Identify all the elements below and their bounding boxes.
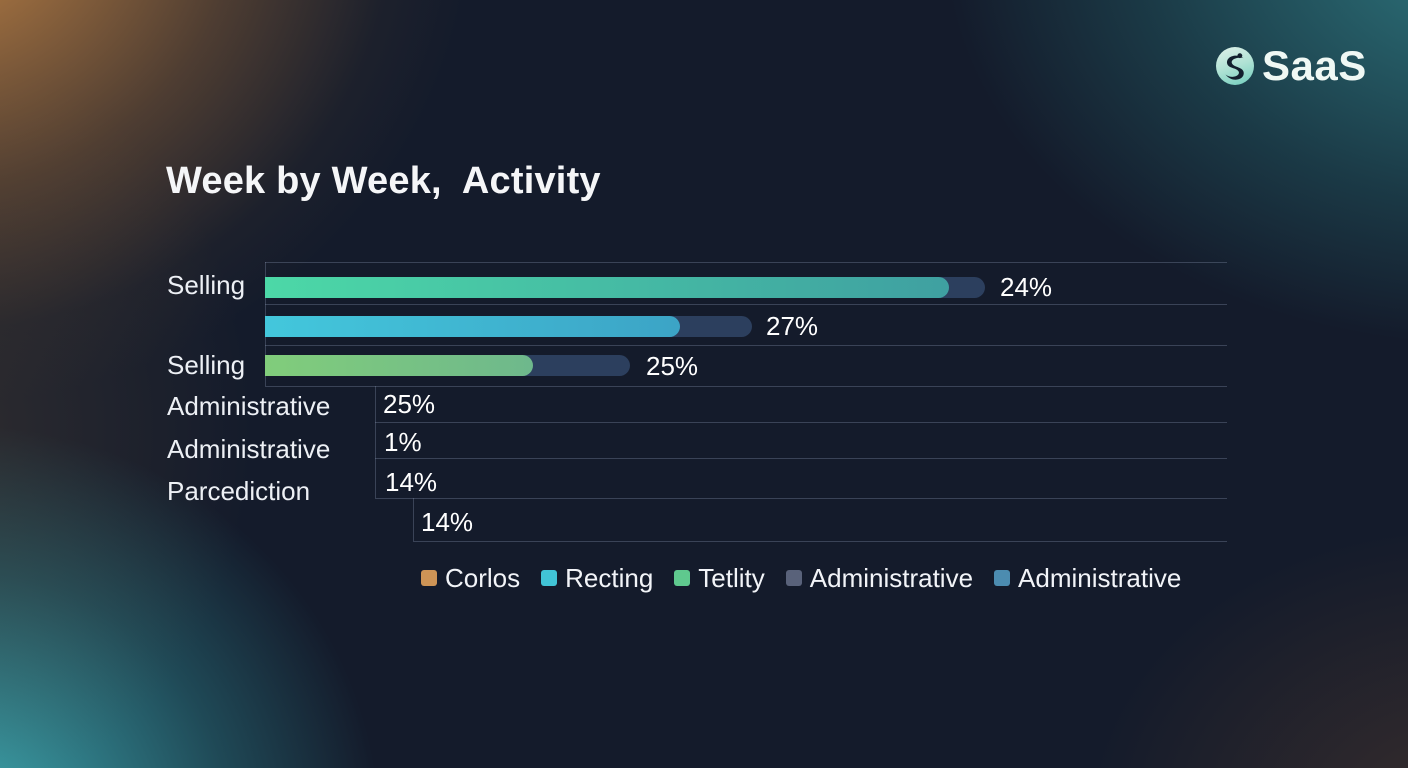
legend-item-tetlity: Tetlity <box>674 563 765 593</box>
value-label-row-7: 14% <box>421 507 474 537</box>
bar-fill-row-2 <box>265 316 680 337</box>
grid-line <box>375 458 1227 459</box>
grid-line <box>413 541 1227 542</box>
value-label-row-2: 27% <box>766 311 819 341</box>
legend-item-administrative-2: Administrative <box>994 563 1181 593</box>
grid-line <box>265 345 1227 346</box>
value-label-row-4: 25% <box>383 389 436 419</box>
grid-line <box>265 386 1227 387</box>
category-label-administrative-1: Administrative <box>167 391 331 421</box>
legend-label: Recting <box>565 563 654 593</box>
category-label-parcediction: Parcediction <box>167 476 311 506</box>
legend-label: Corlos <box>445 563 521 593</box>
grid-line <box>265 304 1227 305</box>
page-title: Week by Week, Activity <box>166 160 601 202</box>
category-label-selling-2: Selling <box>167 350 246 380</box>
legend-swatch-administrative-1 <box>785 570 802 586</box>
value-label-row-6: 14% <box>385 467 438 497</box>
legend-swatch-administrative-2 <box>994 570 1011 586</box>
legend-label: Administrative <box>809 563 974 593</box>
grid-line <box>265 262 1227 263</box>
saas-swirl-icon <box>1216 47 1254 85</box>
legend-swatch-tetlity <box>674 570 691 586</box>
value-label-row-3: 25% <box>646 351 699 381</box>
value-label-row-1: 24% <box>1000 272 1053 302</box>
value-label-row-5: 1% <box>384 427 422 457</box>
bar-fill-row-1 <box>265 277 949 298</box>
legend-swatch-corlos <box>421 570 437 586</box>
legend-item-recting: Recting <box>541 563 653 593</box>
axis-line <box>413 498 414 541</box>
legend-item-corlos: Corlos <box>421 563 520 593</box>
chart-legend: Corlos Recting Tetlity Administrative Ad… <box>421 563 1181 593</box>
legend-label: Tetlity <box>698 563 765 593</box>
legend-swatch-recting <box>541 570 558 586</box>
bar-fill-row-3 <box>265 355 533 376</box>
axis-line <box>375 386 376 498</box>
category-label-selling-1: Selling <box>167 270 246 300</box>
grid-line <box>375 422 1227 423</box>
logo: SaaS <box>1216 42 1367 90</box>
category-label-administrative-2: Administrative <box>167 434 331 464</box>
legend-item-administrative-1: Administrative <box>785 563 974 593</box>
grid-line <box>375 498 1227 499</box>
legend-label: Administrative <box>1018 563 1182 593</box>
logo-text: SaaS <box>1262 42 1367 89</box>
